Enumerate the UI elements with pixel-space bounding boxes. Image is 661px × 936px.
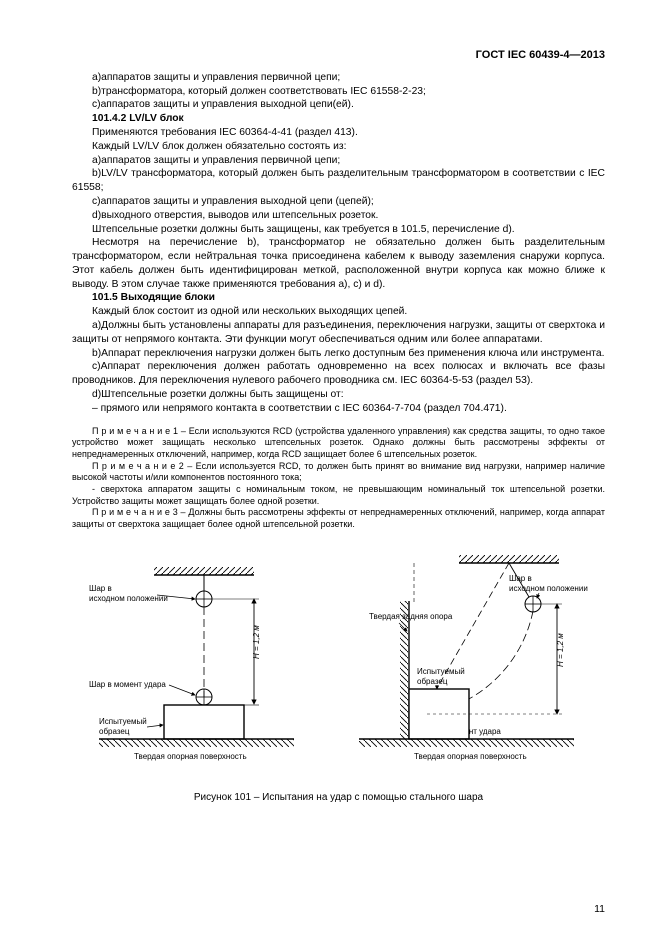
heading-101-5: 101.5 Выходящие блоки xyxy=(72,291,605,305)
lbl-h-l: H = 1,2 м xyxy=(252,625,261,659)
lbl-sample-r2: образец xyxy=(417,677,448,686)
lbl-floor-r: Твердая опорная поверхность xyxy=(414,752,527,761)
lbl-ball-start-r1: Шар в xyxy=(509,574,532,583)
lbl-ball-start-r2: исходном положении xyxy=(509,584,588,593)
body-line: Применяются требования IEC 60364-4-41 (р… xyxy=(72,126,605,140)
note-1: П р и м е ч а н и е 1 – Если используютс… xyxy=(72,426,605,461)
heading-101-4-2: 101.4.2 LV/LV блок xyxy=(72,112,605,126)
body-line: c)аппаратов защиты и управления выходной… xyxy=(72,195,605,209)
body-line: a)аппаратов защиты и управления первично… xyxy=(72,154,605,168)
body-line: c)аппаратов защиты и управления выходной… xyxy=(72,98,605,112)
page: ГОСТ IEC 60439-4—2013 a)аппаратов защиты… xyxy=(0,0,661,936)
lbl-ball-start-l1: Шар в xyxy=(89,584,112,593)
note-2: П р и м е ч а н и е 2 – Если используетс… xyxy=(72,461,605,484)
lbl-h-r: H = 1,2 м xyxy=(556,633,565,667)
lbl-wall: Твердая задняя опора xyxy=(369,612,453,621)
notes-block: П р и м е ч а н и е 1 – Если используютс… xyxy=(72,426,605,531)
body-line: a)Должны быть установлены аппараты для р… xyxy=(72,319,605,347)
figure-caption: Рисунок 101 – Испытания на удар с помощь… xyxy=(72,791,605,804)
left-diagram: Шар в исходном положении Шар в момент уд… xyxy=(89,567,294,761)
lbl-floor-l: Твердая опорная поверхность xyxy=(134,752,247,761)
body-line: d)Штепсельные розетки должны быть защище… xyxy=(72,388,605,402)
note-4: П р и м е ч а н и е 3 – Должны быть расс… xyxy=(72,507,605,530)
lbl-ball-start-l2: исходном положении xyxy=(89,594,168,603)
body-line: – прямого или непрямого контакта в соотв… xyxy=(72,402,605,416)
body-line: b)Аппарат переключения нагрузки должен б… xyxy=(72,347,605,361)
lbl-sample-r1: Испытуемый xyxy=(417,667,465,676)
body-line: Штепсельные розетки должны быть защищены… xyxy=(72,223,605,237)
body-line: Каждый LV/LV блок должен обязательно сос… xyxy=(72,140,605,154)
lbl-sample-l1: Испытуемый xyxy=(99,717,147,726)
body-line: Каждый блок состоит из одной или несколь… xyxy=(72,305,605,319)
figure-svg: Шар в исходном положении Шар в момент уд… xyxy=(79,549,599,769)
body-line: a)аппаратов защиты и управления первично… xyxy=(72,71,605,85)
page-number: 11 xyxy=(594,902,605,916)
lbl-sample-l2: образец xyxy=(99,727,130,736)
body-line: Несмотря на перечисление b), трансформат… xyxy=(72,236,605,291)
body-line: b)трансформатора, который должен соответ… xyxy=(72,85,605,99)
body-line: c)Аппарат переключения должен работать о… xyxy=(72,360,605,388)
body-line: d)выходного отверстия, выводов или штепс… xyxy=(72,209,605,223)
note-3: - сверхтока аппаратом защиты с номинальн… xyxy=(72,484,605,507)
body-line: b)LV/LV трансформатора, который должен б… xyxy=(72,167,605,195)
figure-101: Шар в исходном положении Шар в момент уд… xyxy=(72,549,605,804)
document-header: ГОСТ IEC 60439-4—2013 xyxy=(72,48,605,63)
lbl-ball-impact-l: Шар в момент удара xyxy=(89,680,166,689)
right-diagram: Шар в исходном положении Шар в момент уд… xyxy=(359,555,588,761)
